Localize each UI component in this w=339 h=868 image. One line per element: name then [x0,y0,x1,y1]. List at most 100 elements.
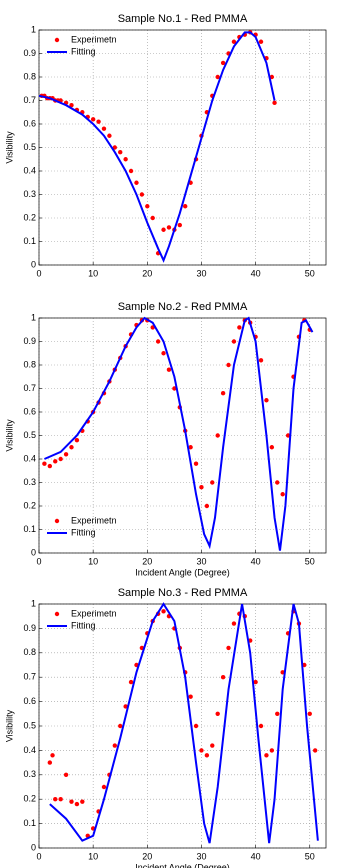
y-tick-label: 1 [31,24,36,34]
y-tick-label: 0.5 [23,142,36,152]
legend-label: Experimetn [71,34,117,44]
fit-line [44,316,314,551]
data-point [107,133,112,138]
legend-label: Experimetn [71,608,117,618]
plot-area [39,604,326,848]
x-tick-label: 40 [251,268,261,278]
x-tick-label: 10 [88,268,98,278]
legend-label: Experimetn [71,515,117,525]
x-tick-label: 40 [251,851,261,861]
y-tick-label: 0.7 [23,95,36,105]
data-point [69,103,74,108]
data-point [199,485,204,490]
y-tick-label: 0.3 [23,769,36,779]
y-tick-label: 0.3 [23,189,36,199]
data-point [112,743,118,748]
plot-area [39,318,326,553]
data-point [101,126,107,131]
data-point [258,39,264,44]
chart-title: Sample No.1 - Red PMMA [118,13,248,25]
x-tick-label: 50 [305,851,315,861]
data-point [101,784,107,790]
data-point [226,362,231,368]
data-point [264,398,269,403]
x-tick-label: 0 [36,556,41,566]
data-point [258,723,264,729]
data-point [269,74,275,80]
y-tick-label: 0.7 [23,383,36,393]
x-axis-label: Incident Angle (Degree) [135,567,230,577]
y-tick-label: 0.2 [23,794,36,804]
legend-label: Fitting [71,620,96,630]
y-tick-label: 1 [31,312,36,322]
y-tick-label: 1 [31,598,36,608]
legend-label: Fitting [71,46,96,56]
data-point [258,358,264,363]
data-point [123,157,128,162]
x-tick-label: 30 [196,556,206,566]
data-point [69,445,74,450]
data-point [269,445,275,450]
data-point [69,799,74,804]
y-tick-label: 0.9 [23,336,36,346]
x-tick-label: 30 [196,268,206,278]
x-tick-label: 10 [88,851,98,861]
data-point [53,459,58,464]
x-tick-label: 30 [196,851,206,861]
data-point [188,445,193,450]
data-point [215,433,220,438]
data-point [220,60,226,66]
data-point [47,760,53,765]
legend-label: Fitting [71,527,96,537]
data-point [139,192,145,197]
data-point [63,452,69,457]
data-point [275,711,280,716]
data-point [150,215,155,221]
data-point [172,386,177,391]
y-axis-label: Visibility [4,131,14,164]
y-tick-label: 0.8 [23,359,36,369]
data-point [193,723,199,729]
data-point [280,492,285,497]
data-point [193,461,199,466]
x-tick-label: 0 [36,268,41,278]
y-tick-label: 0.5 [23,430,36,440]
y-tick-label: 0.6 [23,118,36,128]
axes-box [38,603,327,849]
data-point [42,461,47,466]
plot-area [39,30,326,265]
y-tick-label: 0 [31,842,36,852]
y-axis-label: Visibility [4,419,14,452]
y-tick-label: 0.8 [23,647,36,657]
y-tick-label: 0 [31,259,36,269]
chart-title: Sample No.2 - Red PMMA [118,301,248,313]
y-tick-label: 0 [31,547,36,557]
data-point [177,222,182,228]
legend-swatch [54,37,60,43]
data-point [161,351,166,356]
chart-title: Sample No.3 - Red PMMA [118,587,248,599]
data-point [63,772,69,777]
data-point [128,168,134,174]
data-point [215,711,220,716]
data-point [166,225,172,230]
data-point [90,117,96,122]
data-point [96,119,101,124]
y-tick-label: 0.4 [23,745,36,755]
data-point [231,39,237,44]
data-point [237,325,242,330]
data-point [128,679,134,685]
x-tick-label: 20 [142,851,152,861]
fit-line [49,602,319,844]
x-tick-label: 10 [88,556,98,566]
data-point [307,711,312,716]
y-tick-label: 0.2 [23,212,36,222]
fit-line [38,31,276,263]
data-point [231,621,237,626]
data-point [204,753,210,758]
y-tick-label: 0.1 [23,236,36,246]
axes-box [38,317,327,554]
y-tick-label: 0.6 [23,696,36,706]
data-point [269,748,275,753]
legend-swatch [54,518,60,524]
